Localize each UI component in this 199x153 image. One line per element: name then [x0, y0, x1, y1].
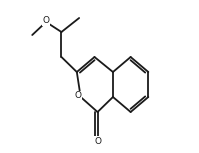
Text: O: O	[74, 91, 81, 100]
Text: O: O	[43, 16, 50, 25]
Text: O: O	[94, 137, 101, 146]
